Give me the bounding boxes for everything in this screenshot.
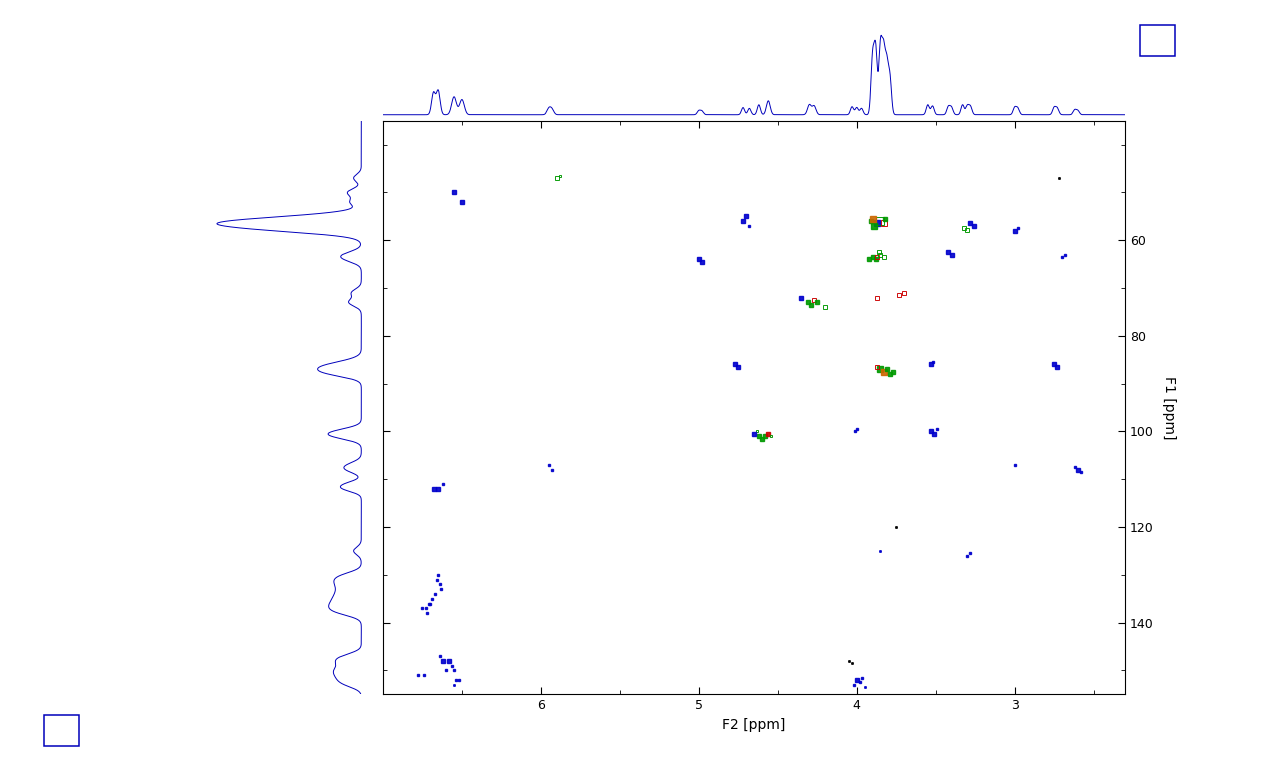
Y-axis label: F1 [ppm]: F1 [ppm] xyxy=(1163,375,1177,439)
X-axis label: F2 [ppm]: F2 [ppm] xyxy=(723,718,786,732)
